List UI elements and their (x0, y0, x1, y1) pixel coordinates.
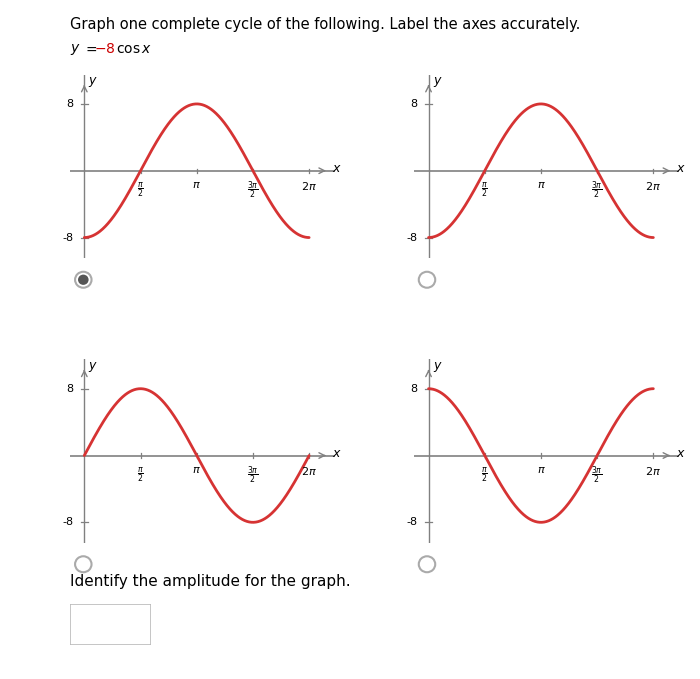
Text: $\pi$: $\pi$ (193, 180, 201, 190)
Text: $2\pi$: $2\pi$ (645, 464, 661, 477)
Text: x: x (677, 162, 684, 175)
Text: 8: 8 (66, 99, 74, 109)
Text: Graph one complete cycle of the following. Label the axes accurately.: Graph one complete cycle of the followin… (70, 17, 580, 32)
Circle shape (75, 556, 92, 572)
Text: $\frac{3\pi}{2}$: $\frac{3\pi}{2}$ (592, 464, 603, 486)
FancyBboxPatch shape (70, 604, 150, 645)
Text: $\frac{\pi}{2}$: $\frac{\pi}{2}$ (482, 180, 488, 199)
Text: -8: -8 (62, 232, 74, 242)
Text: $\cos x$: $\cos x$ (116, 42, 151, 56)
Text: y: y (433, 74, 440, 87)
Text: $2\pi$: $2\pi$ (645, 180, 661, 192)
Circle shape (78, 274, 89, 285)
Text: y: y (89, 359, 96, 372)
Text: x: x (677, 447, 684, 460)
Text: $2\pi$: $2\pi$ (301, 180, 317, 192)
Text: $y$: $y$ (70, 42, 80, 57)
Text: -8: -8 (407, 517, 418, 528)
Text: $=$: $=$ (83, 42, 97, 56)
Text: x: x (332, 162, 340, 175)
Text: Identify the amplitude for the graph.: Identify the amplitude for the graph. (70, 574, 351, 589)
Text: -8: -8 (407, 232, 418, 242)
Text: y: y (433, 359, 440, 372)
Text: $\pi$: $\pi$ (536, 464, 545, 475)
Text: x: x (332, 447, 340, 460)
Text: 8: 8 (411, 99, 418, 109)
Text: $\frac{\pi}{2}$: $\frac{\pi}{2}$ (482, 464, 488, 483)
Text: y: y (89, 74, 96, 87)
Text: $2\pi$: $2\pi$ (301, 464, 317, 477)
Text: 8: 8 (411, 384, 418, 394)
Text: $\frac{\pi}{2}$: $\frac{\pi}{2}$ (137, 464, 144, 483)
Text: $\frac{3\pi}{2}$: $\frac{3\pi}{2}$ (247, 180, 259, 202)
Text: $\frac{3\pi}{2}$: $\frac{3\pi}{2}$ (592, 180, 603, 202)
Circle shape (419, 272, 435, 288)
Circle shape (419, 556, 435, 572)
Text: $\frac{\pi}{2}$: $\frac{\pi}{2}$ (137, 180, 144, 199)
Text: -8: -8 (62, 517, 74, 528)
Text: $\frac{3\pi}{2}$: $\frac{3\pi}{2}$ (247, 464, 259, 486)
Circle shape (75, 272, 92, 288)
Text: 8: 8 (66, 384, 74, 394)
Text: $\pi$: $\pi$ (536, 180, 545, 190)
Text: $\pi$: $\pi$ (193, 464, 201, 475)
Text: $-8$: $-8$ (94, 42, 116, 56)
